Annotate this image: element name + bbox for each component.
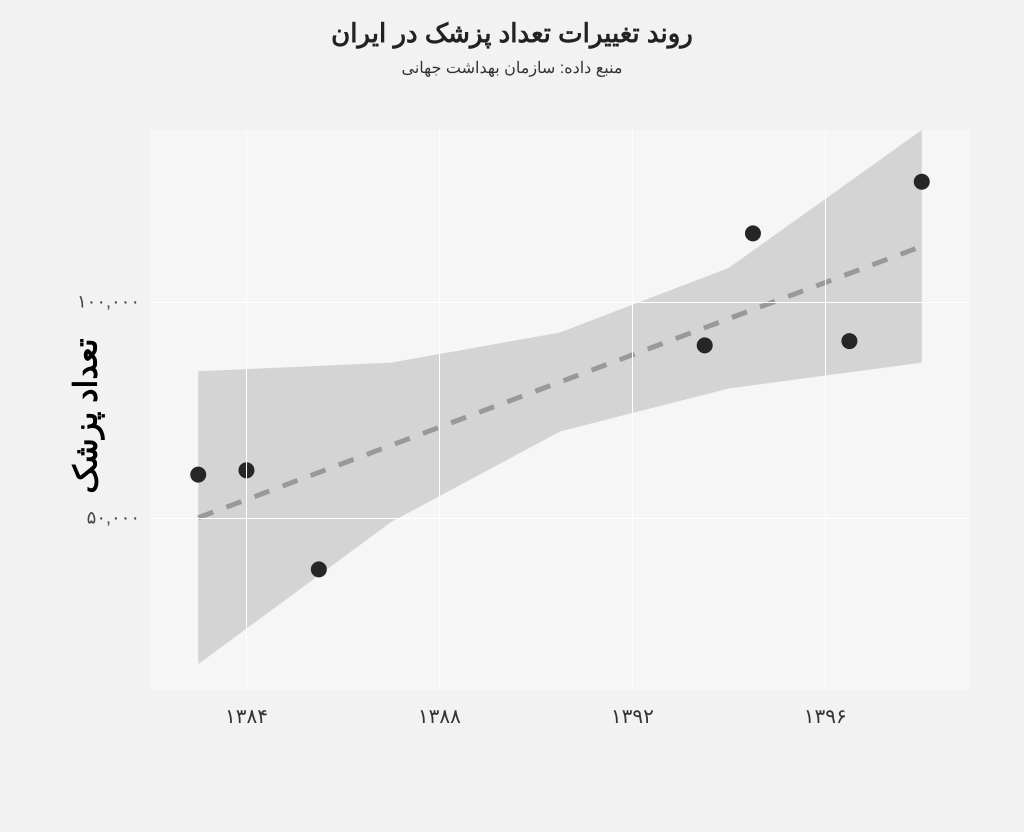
x-tick-label: ۱۳۸۴ (225, 690, 268, 729)
data-point (914, 174, 930, 190)
x-tick-label: ۱۳۸۸ (418, 690, 461, 729)
chart-container: روند تغییرات تعداد پزشک در ایران منبع دا… (0, 0, 1024, 832)
grid-line-v (439, 130, 440, 690)
chart-subtitle: منبع داده: سازمان بهداشت جهانی (0, 58, 1024, 78)
x-tick-label: ۱۳۹۲ (611, 690, 654, 729)
data-point (745, 225, 761, 241)
y-tick-label: ۵۰,۰۰۰ (87, 507, 150, 528)
data-point (841, 333, 857, 349)
grid-line-v (632, 130, 633, 690)
plot-svg (150, 130, 970, 690)
plot-area: ۵۰,۰۰۰۱۰۰,۰۰۰۱۳۸۴۱۳۸۸۱۳۹۲۱۳۹۶ (150, 130, 970, 690)
data-point (190, 467, 206, 483)
grid-line-h (150, 518, 970, 519)
x-tick-label: ۱۳۹۶ (804, 690, 847, 729)
grid-line-v (825, 130, 826, 690)
data-point (311, 561, 327, 577)
grid-line-h (150, 302, 970, 303)
confidence-band (198, 130, 922, 664)
chart-title: روند تغییرات تعداد پزشک در ایران (0, 18, 1024, 49)
data-point (697, 337, 713, 353)
y-axis-label: تعداد پزشک (67, 338, 105, 493)
grid-line-v (246, 130, 247, 690)
y-tick-label: ۱۰۰,۰۰۰ (77, 292, 150, 313)
